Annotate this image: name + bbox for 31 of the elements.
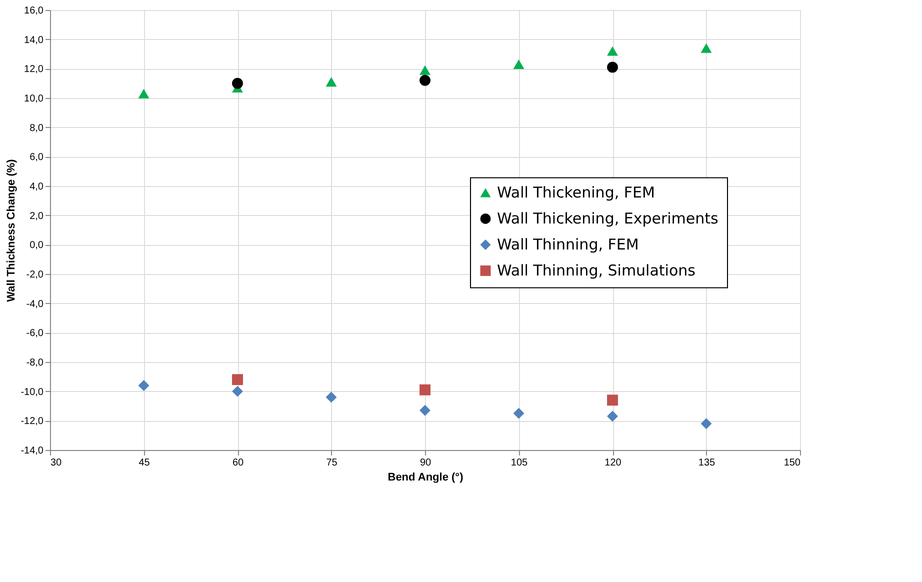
y-tick-label: -14,0 <box>20 446 44 456</box>
y-tick-label: 8,0 <box>30 122 44 134</box>
x-tick-label: 45 <box>138 458 150 468</box>
x-tick-label: 60 <box>232 458 244 468</box>
legend-label: Wall Thickening, Experiments <box>497 210 719 228</box>
y-tick-label: -2,0 <box>26 270 44 280</box>
y-tick-label: 14,0 <box>24 34 44 46</box>
legend-label: Wall Thickening, FEM <box>497 184 655 202</box>
y-axis-title: Wall Thickness Change (%) <box>6 158 18 302</box>
y-tick-label: 0,0 <box>30 240 44 252</box>
x-tick-label: 135 <box>698 458 716 468</box>
x-tick-label: 75 <box>326 458 338 468</box>
y-tick-label: 12,0 <box>24 64 44 76</box>
x-tick-label: 120 <box>604 458 622 468</box>
y-tick-label: -12,0 <box>20 416 44 428</box>
x-tick-label: 90 <box>420 458 432 468</box>
y-tick-label: 10,0 <box>24 94 44 104</box>
y-tick-label: 16,0 <box>24 6 44 16</box>
x-tick-label: 30 <box>50 458 62 468</box>
legend-label: Wall Thinning, FEM <box>497 236 639 254</box>
y-tick-label: -6,0 <box>26 328 44 340</box>
x-tick-label: 105 <box>510 458 528 468</box>
y-tick-label: 4,0 <box>30 182 44 192</box>
y-tick-label: -8,0 <box>26 358 44 368</box>
y-tick-label: 6,0 <box>30 152 44 164</box>
legend-label: Wall Thinning, Simulations <box>497 262 696 280</box>
y-tick-label: 2,0 <box>30 210 44 222</box>
x-axis-title: Bend Angle (°) <box>388 472 464 484</box>
x-tick-label: 150 <box>784 458 801 468</box>
y-tick-label: -10,0 <box>20 386 44 398</box>
y-tick-label: -4,0 <box>26 298 44 310</box>
